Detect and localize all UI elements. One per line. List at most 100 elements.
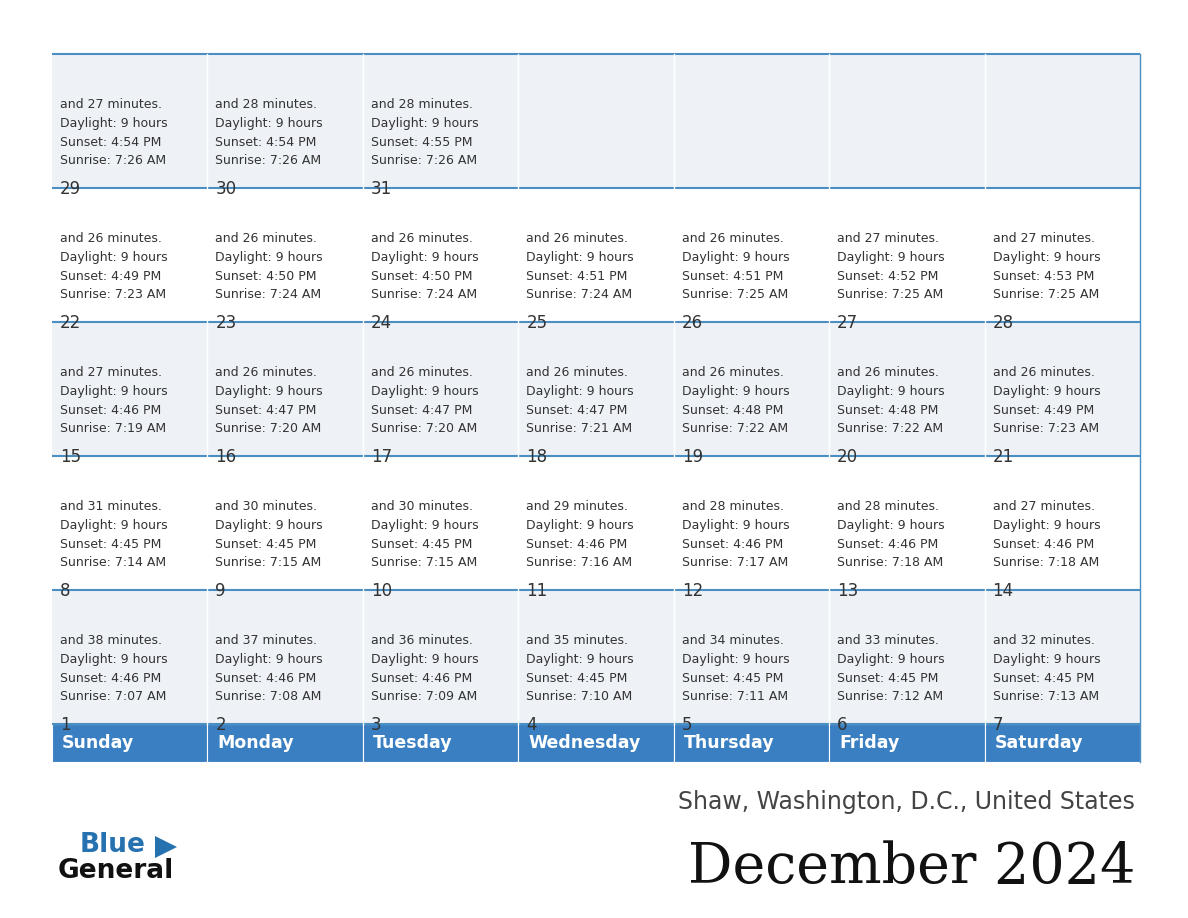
Text: and 34 minutes.: and 34 minutes. [682,634,784,647]
Text: and 26 minutes.: and 26 minutes. [838,366,939,379]
Text: 23: 23 [215,314,236,332]
Text: Sunrise: 7:08 AM: Sunrise: 7:08 AM [215,690,322,703]
Text: Sunset: 4:46 PM: Sunset: 4:46 PM [371,671,472,685]
Text: Sunset: 4:45 PM: Sunset: 4:45 PM [992,671,1094,685]
Text: and 27 minutes.: and 27 minutes. [838,232,940,245]
Text: Daylight: 9 hours: Daylight: 9 hours [838,519,944,532]
Bar [52,724,208,762]
Bar [362,724,518,762]
Text: Sunrise: 7:12 AM: Sunrise: 7:12 AM [838,690,943,703]
Text: Sunset: 4:45 PM: Sunset: 4:45 PM [838,671,939,685]
Text: Sunset: 4:45 PM: Sunset: 4:45 PM [526,671,627,685]
Text: 22: 22 [61,314,81,332]
Text: Daylight: 9 hours: Daylight: 9 hours [992,653,1100,666]
Bar [518,724,674,762]
Text: and 30 minutes.: and 30 minutes. [215,500,317,513]
Bar [985,724,1140,762]
Text: Daylight: 9 hours: Daylight: 9 hours [371,519,479,532]
Text: and 26 minutes.: and 26 minutes. [215,232,317,245]
Text: Daylight: 9 hours: Daylight: 9 hours [215,251,323,264]
Text: Sunset: 4:53 PM: Sunset: 4:53 PM [992,270,1094,283]
Text: Daylight: 9 hours: Daylight: 9 hours [682,519,789,532]
Text: Daylight: 9 hours: Daylight: 9 hours [371,653,479,666]
Text: and 31 minutes.: and 31 minutes. [61,500,162,513]
Text: Sunrise: 7:24 AM: Sunrise: 7:24 AM [215,288,322,301]
Text: Sunset: 4:45 PM: Sunset: 4:45 PM [61,538,162,551]
Text: Sunrise: 7:25 AM: Sunrise: 7:25 AM [992,288,1099,301]
Text: Sunset: 4:51 PM: Sunset: 4:51 PM [682,270,783,283]
Text: and 27 minutes.: and 27 minutes. [992,500,1094,513]
Text: and 32 minutes.: and 32 minutes. [992,634,1094,647]
Text: Sunset: 4:55 PM: Sunset: 4:55 PM [371,136,473,149]
Text: Daylight: 9 hours: Daylight: 9 hours [992,251,1100,264]
Text: December 2024: December 2024 [688,840,1135,895]
Text: Daylight: 9 hours: Daylight: 9 hours [838,385,944,398]
Text: 19: 19 [682,448,703,466]
Text: 1: 1 [61,716,70,734]
Text: Sunset: 4:52 PM: Sunset: 4:52 PM [838,270,939,283]
Text: 29: 29 [61,180,81,198]
Bar [829,724,985,762]
Text: 13: 13 [838,582,859,600]
Text: Sunrise: 7:24 AM: Sunrise: 7:24 AM [371,288,478,301]
Text: Sunrise: 7:20 AM: Sunrise: 7:20 AM [215,422,322,435]
Text: Sunrise: 7:20 AM: Sunrise: 7:20 AM [371,422,478,435]
Text: Daylight: 9 hours: Daylight: 9 hours [682,385,789,398]
Text: Daylight: 9 hours: Daylight: 9 hours [61,251,168,264]
Polygon shape [154,836,177,858]
Bar [52,322,1140,456]
Text: and 26 minutes.: and 26 minutes. [61,232,162,245]
Text: and 36 minutes.: and 36 minutes. [371,634,473,647]
Text: Sunrise: 7:13 AM: Sunrise: 7:13 AM [992,690,1099,703]
Text: Sunrise: 7:26 AM: Sunrise: 7:26 AM [371,154,478,167]
Text: Sunset: 4:50 PM: Sunset: 4:50 PM [371,270,473,283]
Bar [52,54,1140,188]
Text: Friday: Friday [839,734,899,752]
Text: and 29 minutes.: and 29 minutes. [526,500,628,513]
Text: and 37 minutes.: and 37 minutes. [215,634,317,647]
Text: 16: 16 [215,448,236,466]
Text: Daylight: 9 hours: Daylight: 9 hours [838,251,944,264]
Text: Daylight: 9 hours: Daylight: 9 hours [215,385,323,398]
Text: 24: 24 [371,314,392,332]
Text: Sunset: 4:46 PM: Sunset: 4:46 PM [61,404,162,417]
Text: Saturday: Saturday [994,734,1083,752]
Text: Sunrise: 7:11 AM: Sunrise: 7:11 AM [682,690,788,703]
Text: 10: 10 [371,582,392,600]
Text: Sunset: 4:45 PM: Sunset: 4:45 PM [682,671,783,685]
Text: Daylight: 9 hours: Daylight: 9 hours [682,653,789,666]
Text: and 26 minutes.: and 26 minutes. [526,232,628,245]
Text: Sunset: 4:54 PM: Sunset: 4:54 PM [215,136,317,149]
Text: Sunrise: 7:17 AM: Sunrise: 7:17 AM [682,556,788,569]
Text: Sunrise: 7:10 AM: Sunrise: 7:10 AM [526,690,632,703]
Text: Sunset: 4:45 PM: Sunset: 4:45 PM [215,538,317,551]
Text: Sunrise: 7:22 AM: Sunrise: 7:22 AM [682,422,788,435]
Text: and 27 minutes.: and 27 minutes. [61,366,162,379]
Text: Sunrise: 7:16 AM: Sunrise: 7:16 AM [526,556,632,569]
Text: Sunrise: 7:26 AM: Sunrise: 7:26 AM [215,154,322,167]
Text: 12: 12 [682,582,703,600]
Text: Tuesday: Tuesday [373,734,453,752]
Text: and 28 minutes.: and 28 minutes. [371,98,473,111]
Text: Sunset: 4:45 PM: Sunset: 4:45 PM [371,538,473,551]
Text: Sunset: 4:51 PM: Sunset: 4:51 PM [526,270,627,283]
Text: and 28 minutes.: and 28 minutes. [838,500,940,513]
Text: 14: 14 [992,582,1013,600]
Bar [52,590,1140,724]
Text: Daylight: 9 hours: Daylight: 9 hours [526,251,634,264]
Text: and 26 minutes.: and 26 minutes. [682,366,784,379]
Text: and 28 minutes.: and 28 minutes. [682,500,784,513]
Text: Daylight: 9 hours: Daylight: 9 hours [526,519,634,532]
Text: 30: 30 [215,180,236,198]
Text: 17: 17 [371,448,392,466]
Text: Daylight: 9 hours: Daylight: 9 hours [371,117,479,130]
Text: Monday: Monday [217,734,295,752]
Text: and 27 minutes.: and 27 minutes. [992,232,1094,245]
Bar [674,724,829,762]
Text: and 26 minutes.: and 26 minutes. [371,232,473,245]
Text: 21: 21 [992,448,1013,466]
Text: Sunset: 4:47 PM: Sunset: 4:47 PM [371,404,473,417]
Text: and 27 minutes.: and 27 minutes. [61,98,162,111]
Text: Sunset: 4:47 PM: Sunset: 4:47 PM [526,404,627,417]
Text: Daylight: 9 hours: Daylight: 9 hours [992,519,1100,532]
